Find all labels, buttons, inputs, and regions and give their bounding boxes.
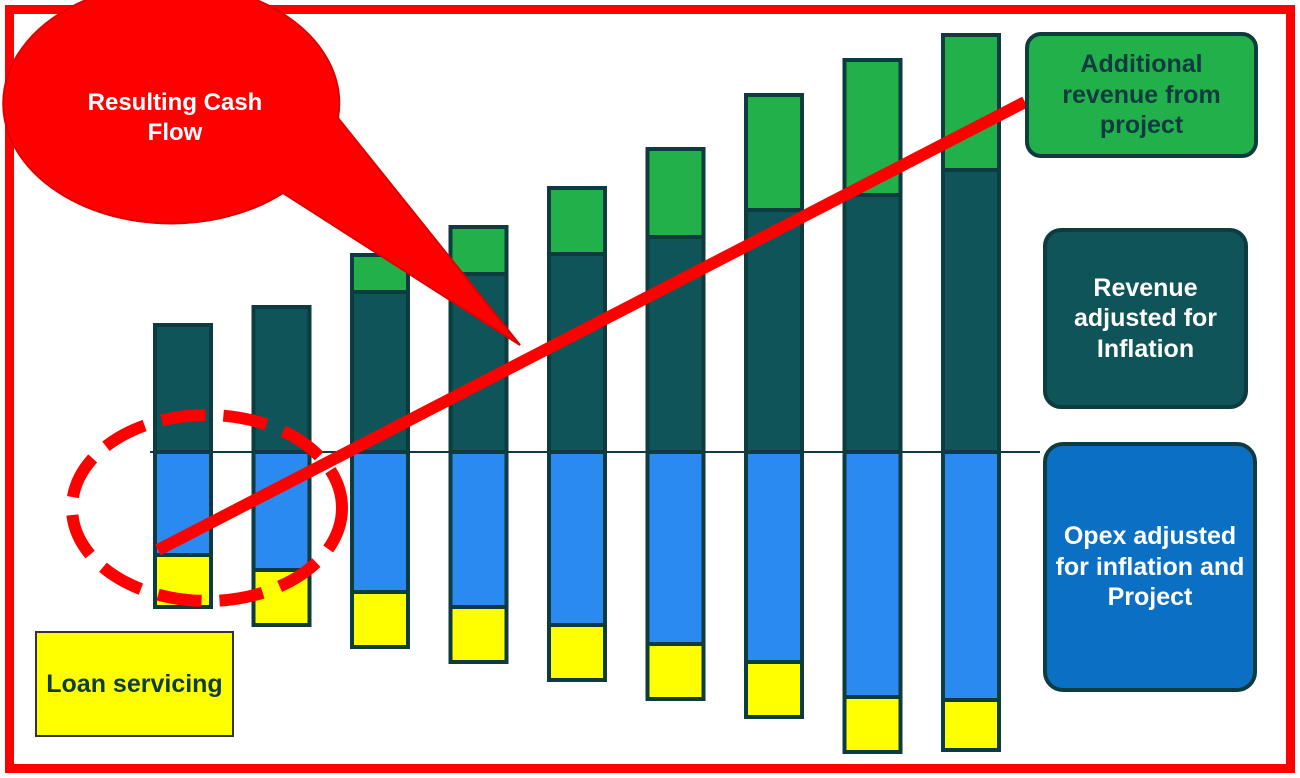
revenue-bar-segment xyxy=(941,168,1001,454)
additional-revenue-bar-segment xyxy=(645,147,706,239)
opex-bar-segment xyxy=(842,450,903,699)
additional-revenue-bar-segment xyxy=(744,93,804,212)
opex-bar-segment xyxy=(448,450,509,609)
loan-highlight-ellipse xyxy=(66,409,348,607)
revenue-inflation-label: Revenue adjusted for Inflation xyxy=(1043,228,1248,409)
cash-flow-line xyxy=(155,96,1028,556)
loan-bar-segment xyxy=(547,623,607,682)
loan-bar-segment xyxy=(842,695,903,754)
revenue-bar-segment xyxy=(251,305,312,454)
loan-bar-segment xyxy=(350,590,410,649)
opex-bar-segment xyxy=(941,450,1001,702)
additional-revenue-bar-segment xyxy=(941,33,1001,172)
opex-bar-segment xyxy=(744,450,804,664)
opex-bar-segment xyxy=(350,450,410,594)
loan-bar-segment xyxy=(448,605,509,664)
callout-bubble xyxy=(2,0,521,346)
cash-flow-label: Resulting Cash Flow xyxy=(87,89,263,146)
additional-revenue-bar-segment xyxy=(547,186,607,256)
additional-revenue-label: Additional revenue from project xyxy=(1025,32,1258,158)
bars-layer xyxy=(153,33,1001,754)
additional-revenue-bar-segment xyxy=(448,225,509,276)
revenue-bar-segment xyxy=(153,323,213,454)
loan-servicing-label: Loan servicing xyxy=(35,631,234,737)
loan-bar-segment xyxy=(744,660,804,719)
loan-bar-segment xyxy=(941,698,1001,752)
revenue-bar-segment xyxy=(547,252,607,454)
revenue-bar-segment xyxy=(842,193,903,454)
opex-bar-segment xyxy=(547,450,607,627)
revenue-bar-segment xyxy=(744,208,804,454)
opex-label: Opex adjusted for inflation and Project xyxy=(1043,442,1257,692)
opex-bar-segment xyxy=(645,450,706,646)
loan-bar-segment xyxy=(645,642,706,701)
